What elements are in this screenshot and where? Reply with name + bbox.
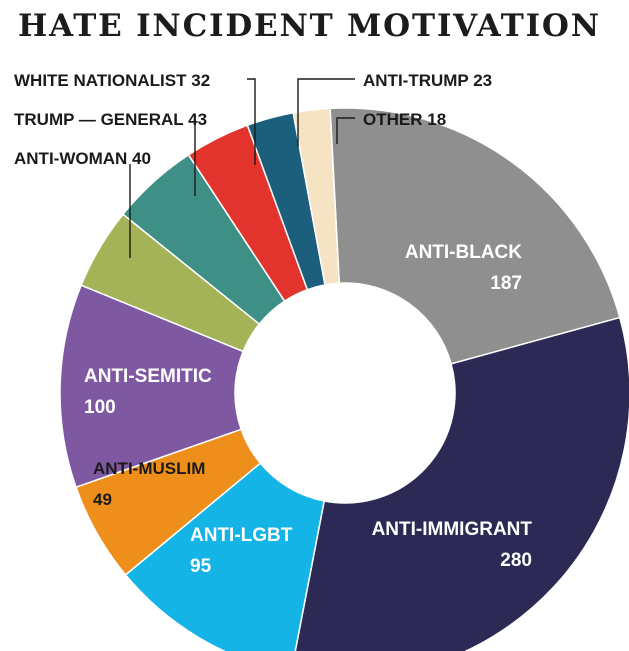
label-white-nationalist: WHITE NATIONALIST 32: [14, 71, 210, 90]
label-anti-lgbt: ANTI-LGBT: [190, 525, 293, 546]
slice-other: [292, 107, 341, 286]
label-anti-woman-name: ANTI-WOMAN: [14, 149, 127, 168]
slice-anti-semitic: [59, 284, 245, 489]
value-anti-trump: 23: [473, 71, 492, 90]
callout-leader-lines: [129, 78, 355, 258]
label-anti-muslim: ANTI-MUSLIM: [93, 459, 205, 478]
value-trump-general: 43: [188, 110, 207, 129]
label-anti-trump-name: ANTI-TRUMP: [363, 71, 468, 90]
value-anti-semitic: 100: [84, 397, 116, 418]
value-white-nationalist: 32: [191, 71, 210, 90]
label-trump-general-name: TRUMP — GENERAL: [14, 110, 183, 129]
leader-line-other: [336, 117, 355, 144]
value-anti-lgbt: 95: [190, 556, 212, 577]
value-other: 18: [427, 110, 446, 129]
label-other-name: OTHER: [363, 110, 423, 129]
value-anti-woman: 40: [132, 149, 151, 168]
label-anti-immigrant: ANTI-IMMIGRANT: [372, 519, 533, 540]
donut-slices: [59, 107, 629, 651]
chart-title: HATE INCIDENT MOTIVATION: [18, 8, 601, 44]
value-anti-immigrant: 280: [500, 550, 532, 571]
slice-anti-black: [329, 107, 621, 365]
leader-line-anti-trump: [297, 78, 355, 147]
label-trump-general: TRUMP — GENERAL 43: [14, 110, 207, 129]
slice-labels: ANTI-BLACK 187 ANTI-IMMIGRANT 280 ANTI-LGBT 9…: [14, 71, 532, 577]
label-other: OTHER 18: [363, 110, 446, 129]
value-anti-muslim: 49: [93, 490, 112, 509]
value-anti-black: 187: [490, 273, 522, 294]
label-anti-trump: ANTI-TRUMP 23: [363, 71, 492, 90]
label-anti-semitic: ANTI-SEMITIC: [84, 366, 212, 387]
slice-anti-lgbt: [124, 462, 326, 651]
label-anti-woman: ANTI-WOMAN 40: [14, 149, 151, 168]
label-white-nationalist-name: WHITE NATIONALIST: [14, 71, 187, 90]
leader-line-white-nationalist: [247, 78, 256, 165]
slice-anti-immigrant: [294, 316, 629, 651]
label-anti-black: ANTI-BLACK: [405, 242, 522, 263]
